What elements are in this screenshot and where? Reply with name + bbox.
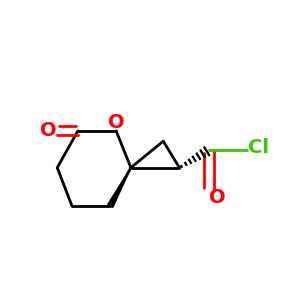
Polygon shape (108, 168, 131, 207)
Text: O: O (209, 188, 226, 207)
Text: O: O (108, 112, 124, 131)
Text: O: O (40, 122, 57, 140)
Text: Cl: Cl (248, 138, 269, 157)
